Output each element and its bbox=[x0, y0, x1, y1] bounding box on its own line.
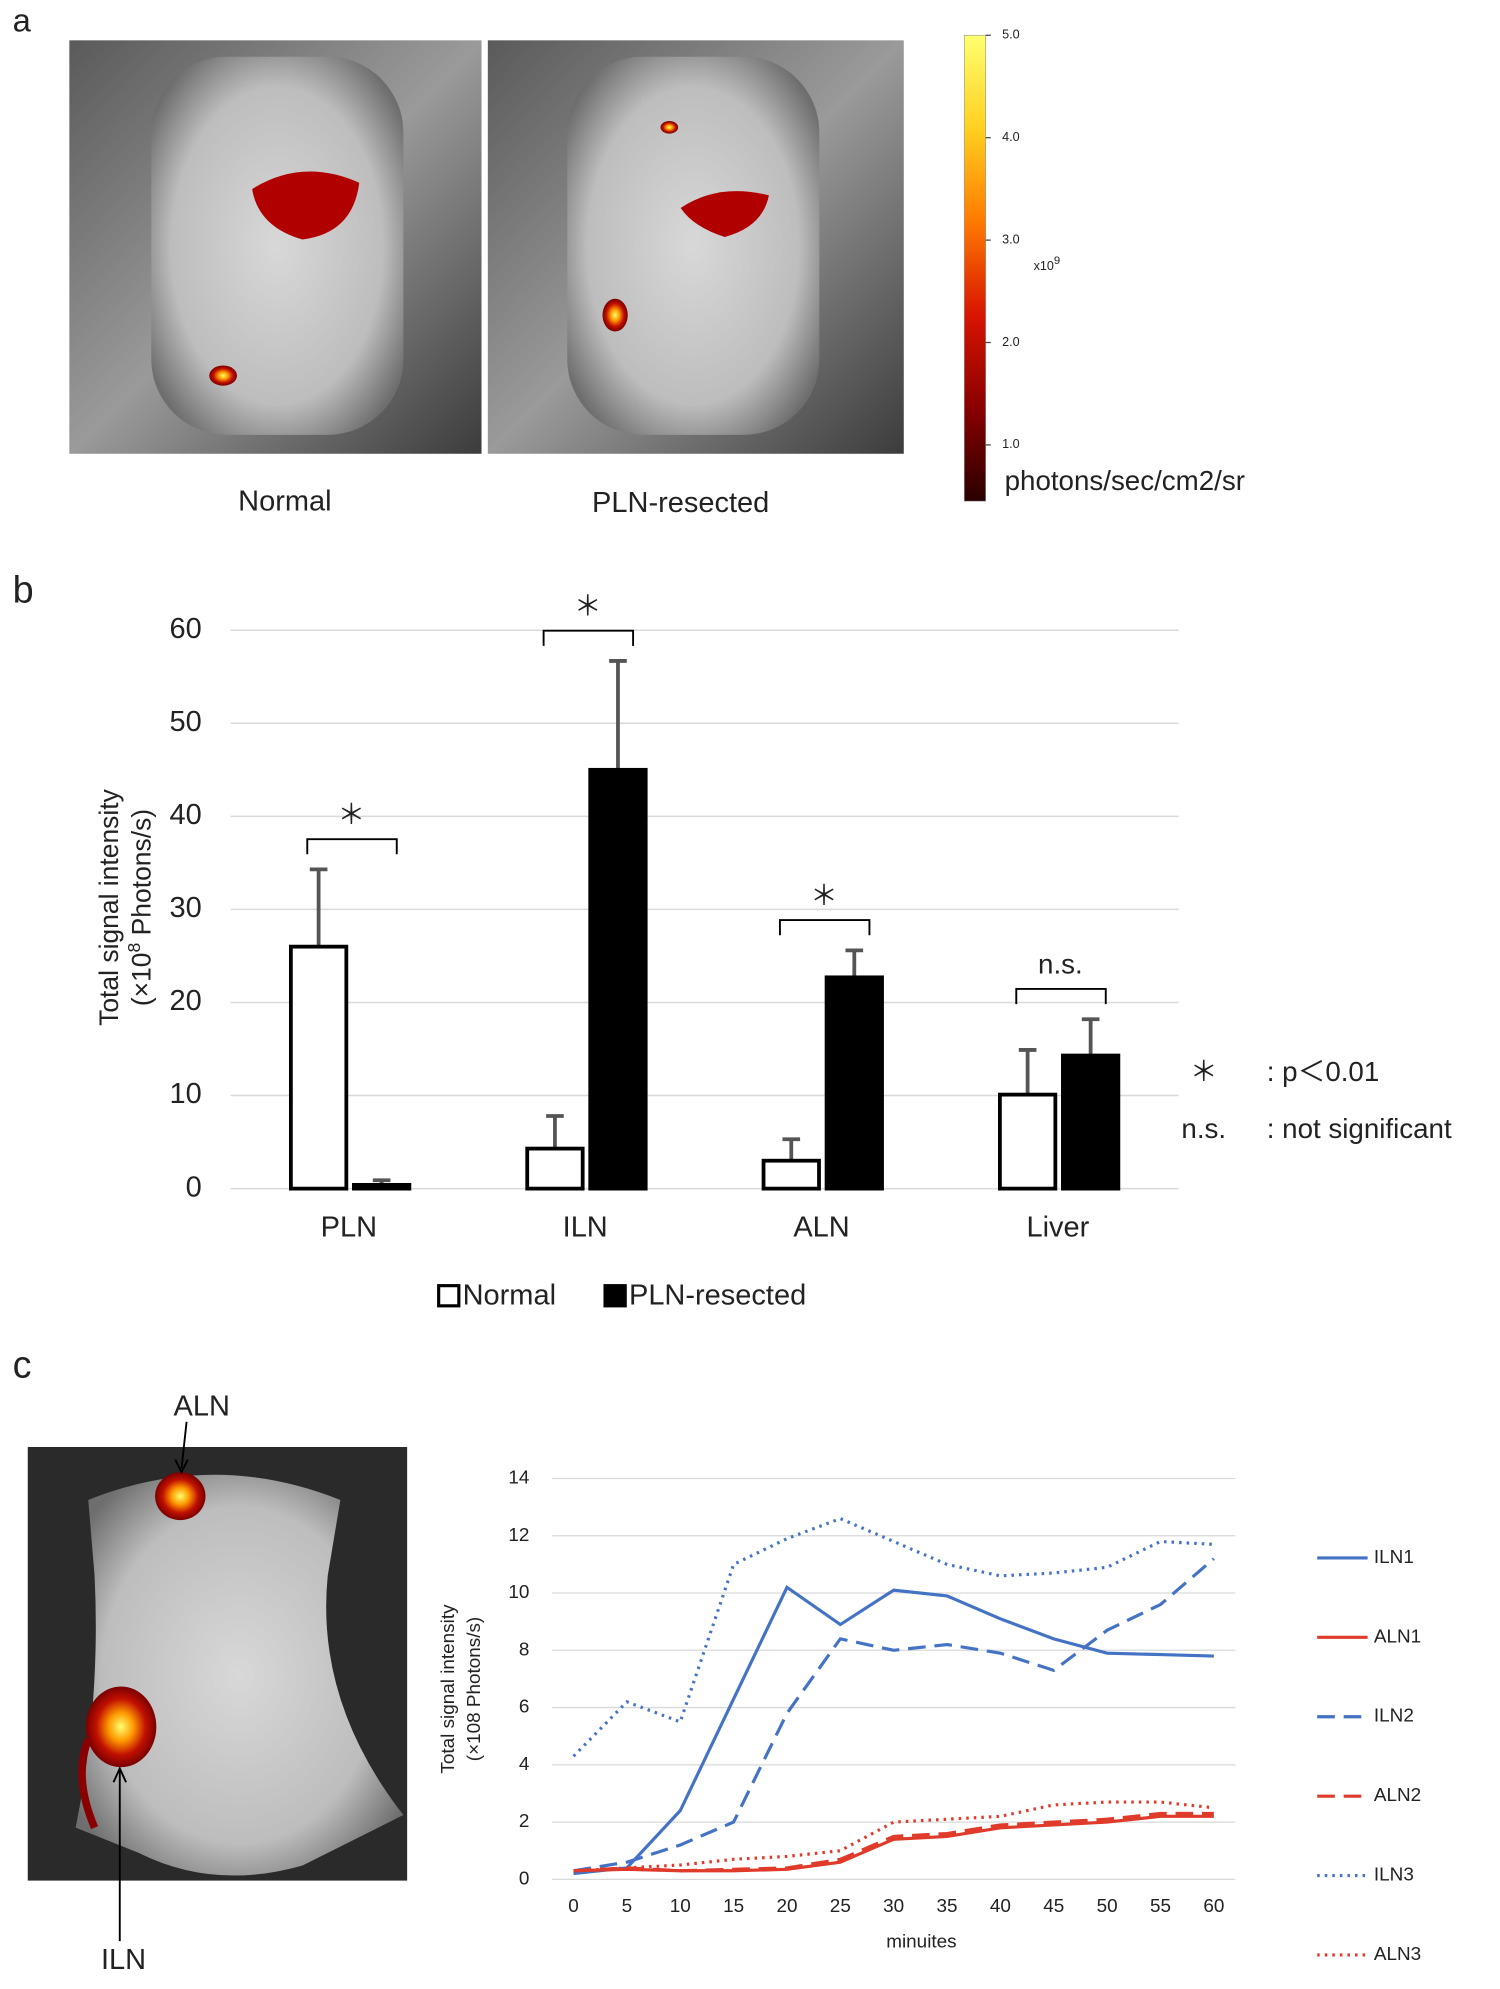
note-text: : p＜0.01 bbox=[1267, 1056, 1380, 1087]
y-tick-label: 40 bbox=[169, 799, 201, 831]
x-tick-label: ILN bbox=[563, 1212, 608, 1244]
significance-label: n.s. bbox=[1038, 949, 1083, 980]
significance-bracket bbox=[306, 838, 398, 855]
x-tick-label: 30 bbox=[883, 1896, 904, 1917]
legend-label: ILN3 bbox=[1374, 1865, 1414, 1886]
y-axis-label: Total signal intensity bbox=[438, 1604, 459, 1774]
x-tick-label: 25 bbox=[830, 1896, 851, 1917]
y-axis-label-line: Total signal intensity bbox=[94, 788, 124, 1026]
y-axis-label-part: (×10 bbox=[127, 952, 157, 1006]
x-tick-label: 15 bbox=[723, 1896, 744, 1917]
legend-label: ALN1 bbox=[1374, 1626, 1421, 1647]
legend-label: Normal bbox=[463, 1280, 556, 1312]
multiplier-base: x10 bbox=[1034, 260, 1054, 274]
bar bbox=[761, 1158, 821, 1191]
colorbar-multiplier: x109 bbox=[1034, 255, 1061, 274]
image-label: ALN bbox=[174, 1391, 230, 1423]
note-symbol: n.s. bbox=[1181, 1113, 1226, 1144]
colorbar-tick-label: 5.0 bbox=[1002, 28, 1020, 42]
x-tick-label: ALN bbox=[793, 1212, 849, 1244]
y-axis-label: Total signal intensity bbox=[94, 788, 124, 1026]
significance-bracket bbox=[778, 919, 871, 936]
legend-label: ILN1 bbox=[1374, 1547, 1414, 1568]
x-tick-label: 10 bbox=[670, 1896, 691, 1917]
multiplier-exponent: 9 bbox=[1054, 255, 1060, 267]
bar bbox=[288, 944, 349, 1191]
colorbar-tick-label: 2.0 bbox=[1002, 335, 1020, 349]
significance-label: ＊ bbox=[338, 799, 366, 830]
y-tick-label: 0 bbox=[519, 1868, 530, 1889]
x-tick-label: 5 bbox=[622, 1896, 633, 1917]
y-axis-label: (×108 Photons/s) bbox=[124, 809, 157, 1006]
legend-label: ILN2 bbox=[1374, 1706, 1414, 1727]
significance-label: ＊ bbox=[574, 590, 602, 621]
y-axis-label-part: Photons/s) bbox=[127, 809, 157, 943]
image-label: Normal bbox=[238, 486, 331, 518]
y-tick-label: 10 bbox=[508, 1582, 529, 1603]
y-tick-label: 6 bbox=[519, 1697, 530, 1718]
x-tick-label: 35 bbox=[937, 1896, 958, 1917]
line bbox=[573, 1811, 1214, 1873]
legend-swatch bbox=[603, 1284, 627, 1308]
line bbox=[573, 1584, 1214, 1876]
y-tick-label: 60 bbox=[169, 613, 201, 645]
y-tick-label: 14 bbox=[508, 1468, 529, 1489]
y-tick-label: 12 bbox=[508, 1525, 529, 1546]
significance-label: ＊ bbox=[810, 880, 838, 911]
x-tick-label: 40 bbox=[990, 1896, 1011, 1917]
bar bbox=[824, 975, 884, 1191]
x-tick-label: PLN bbox=[321, 1212, 377, 1244]
photo-mouse bbox=[27, 1421, 408, 1942]
photo-resected bbox=[487, 40, 904, 454]
y-axis-label: (×108 Photons/s) bbox=[464, 1617, 485, 1761]
y-tick-label: 2 bbox=[519, 1811, 530, 1832]
colorbar-tick-label: 4.0 bbox=[1002, 130, 1020, 144]
y-axis-label-exponent: 8 bbox=[124, 942, 144, 952]
x-tick-label: 55 bbox=[1150, 1896, 1171, 1917]
image-label: PLN-resected bbox=[592, 487, 769, 519]
y-tick-label: 4 bbox=[519, 1754, 530, 1775]
x-tick-label: Liver bbox=[1026, 1212, 1089, 1244]
bar bbox=[1061, 1053, 1121, 1191]
y-tick-label: 30 bbox=[169, 892, 201, 924]
legend-label: PLN-resected bbox=[629, 1280, 806, 1312]
note-text: : not significant bbox=[1267, 1113, 1452, 1144]
y-tick-label: 20 bbox=[169, 985, 201, 1017]
note-symbol: ＊ bbox=[1190, 1056, 1218, 1087]
line bbox=[573, 1814, 1214, 1873]
colorbar-tick-label: 3.0 bbox=[1002, 232, 1020, 246]
line bbox=[572, 1516, 1214, 1758]
panel-label: c bbox=[13, 1345, 32, 1387]
y-tick-label: 8 bbox=[519, 1639, 530, 1660]
y-tick-label: 10 bbox=[169, 1078, 201, 1110]
significance-bracket bbox=[1015, 988, 1107, 1005]
colorbar bbox=[963, 34, 987, 502]
line bbox=[573, 1557, 1215, 1873]
photo-normal bbox=[69, 40, 482, 454]
x-tick-label: 0 bbox=[568, 1896, 579, 1917]
x-tick-label: 45 bbox=[1043, 1896, 1064, 1917]
colorbar-tick-label: 1.0 bbox=[1002, 437, 1020, 451]
bar bbox=[352, 1182, 412, 1191]
bar bbox=[588, 767, 648, 1191]
bar bbox=[525, 1146, 585, 1191]
legend-label: ALN2 bbox=[1374, 1785, 1421, 1806]
x-tick-label: 20 bbox=[776, 1896, 797, 1917]
bar bbox=[997, 1092, 1058, 1191]
panel-label: b bbox=[13, 569, 34, 611]
colorbar-unit: photons/sec/cm2/sr bbox=[1005, 465, 1245, 496]
line bbox=[573, 1800, 1215, 1873]
image-label: ILN bbox=[101, 1944, 146, 1976]
legend-swatch bbox=[437, 1284, 461, 1308]
y-tick-label: 0 bbox=[186, 1171, 202, 1203]
y-tick-label: 50 bbox=[169, 706, 201, 738]
legend-label: ALN3 bbox=[1374, 1944, 1421, 1965]
significance-bracket bbox=[542, 629, 635, 646]
x-axis-label: minuites bbox=[886, 1931, 956, 1952]
x-tick-label: 50 bbox=[1097, 1896, 1118, 1917]
x-tick-label: 60 bbox=[1203, 1896, 1224, 1917]
panel-label: a bbox=[13, 1, 32, 38]
